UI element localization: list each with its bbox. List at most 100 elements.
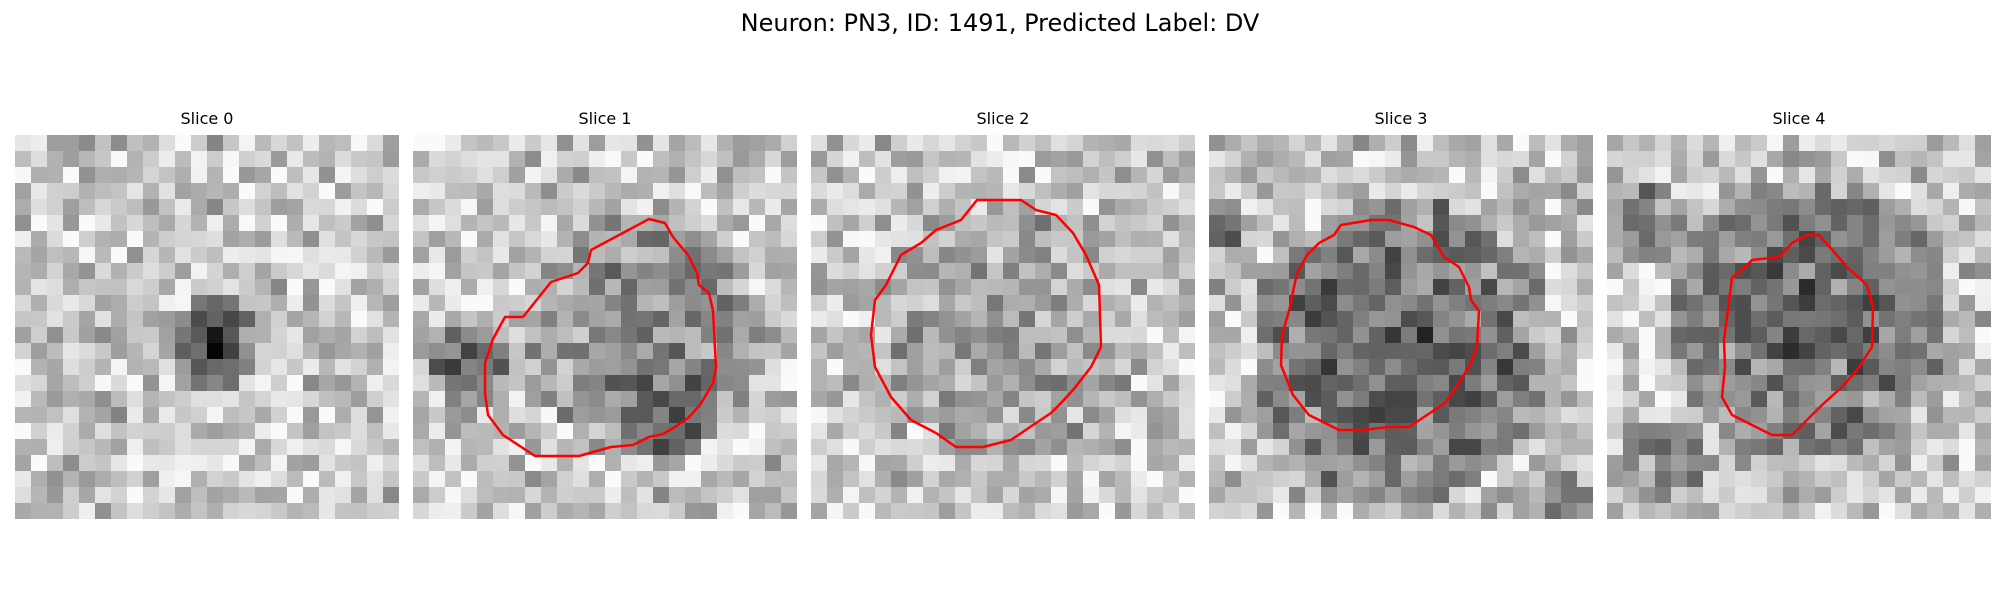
pixel bbox=[1623, 311, 1640, 328]
pixel bbox=[955, 199, 972, 216]
pixel bbox=[1209, 279, 1226, 296]
pixel bbox=[811, 407, 828, 424]
pixel bbox=[685, 359, 702, 376]
pixel bbox=[717, 439, 734, 456]
pixel bbox=[1003, 391, 1020, 408]
pixel bbox=[1241, 375, 1258, 392]
pixel bbox=[1209, 503, 1226, 519]
pixel bbox=[701, 215, 718, 232]
pixel bbox=[1863, 503, 1880, 519]
pixel bbox=[159, 263, 176, 280]
pixel bbox=[1257, 327, 1274, 344]
pixel bbox=[1433, 295, 1450, 312]
pixel bbox=[191, 407, 208, 424]
pixel bbox=[669, 407, 686, 424]
pixel bbox=[239, 439, 256, 456]
pixel bbox=[1035, 247, 1052, 264]
pixel bbox=[557, 199, 574, 216]
pixel bbox=[1735, 375, 1752, 392]
pixel bbox=[1799, 391, 1816, 408]
pixel bbox=[1115, 167, 1132, 184]
pixel bbox=[143, 439, 160, 456]
pixel bbox=[1815, 407, 1832, 424]
pixel bbox=[1321, 311, 1338, 328]
pixel bbox=[79, 455, 96, 472]
pixel bbox=[79, 135, 96, 152]
pixel bbox=[1927, 151, 1944, 168]
pixel bbox=[127, 247, 144, 264]
pixel bbox=[1513, 135, 1530, 152]
pixel bbox=[1179, 263, 1195, 280]
pixel bbox=[413, 327, 430, 344]
pixel bbox=[1783, 183, 1800, 200]
pixel bbox=[1863, 247, 1880, 264]
pixel bbox=[303, 247, 320, 264]
pixel bbox=[1131, 135, 1148, 152]
pixel bbox=[1561, 167, 1578, 184]
pixel bbox=[255, 327, 272, 344]
pixel bbox=[1481, 295, 1498, 312]
pixel bbox=[781, 231, 797, 248]
pixel bbox=[1417, 183, 1434, 200]
pixel bbox=[765, 327, 782, 344]
pixel bbox=[207, 391, 224, 408]
pixel bbox=[15, 455, 32, 472]
pixel bbox=[1607, 311, 1624, 328]
pixel bbox=[1067, 503, 1084, 519]
pixel bbox=[143, 247, 160, 264]
pixel bbox=[1083, 183, 1100, 200]
pixel bbox=[335, 215, 352, 232]
pixel bbox=[1879, 439, 1896, 456]
pixel bbox=[1131, 327, 1148, 344]
pixel bbox=[637, 263, 654, 280]
pixel bbox=[781, 151, 797, 168]
pixel bbox=[1305, 343, 1322, 360]
pixel bbox=[493, 471, 510, 488]
pixel bbox=[493, 375, 510, 392]
pixel bbox=[1719, 215, 1736, 232]
pixel bbox=[1975, 391, 1991, 408]
pixel bbox=[717, 199, 734, 216]
pixel bbox=[1879, 343, 1896, 360]
pixel bbox=[717, 295, 734, 312]
pixel bbox=[891, 439, 908, 456]
pixel bbox=[589, 375, 606, 392]
pixel bbox=[685, 391, 702, 408]
pixel bbox=[1179, 487, 1195, 504]
pixel bbox=[63, 343, 80, 360]
pixel bbox=[1847, 503, 1864, 519]
pixel bbox=[1975, 135, 1991, 152]
pixel bbox=[859, 455, 876, 472]
pixel bbox=[1115, 231, 1132, 248]
pixel bbox=[1735, 167, 1752, 184]
pixel bbox=[1655, 215, 1672, 232]
pixel bbox=[923, 375, 940, 392]
pixel bbox=[239, 455, 256, 472]
pixel bbox=[1815, 327, 1832, 344]
pixel bbox=[859, 151, 876, 168]
pixel bbox=[1163, 151, 1180, 168]
pixel bbox=[891, 343, 908, 360]
pixel bbox=[1783, 407, 1800, 424]
pixel bbox=[1099, 215, 1116, 232]
pixel bbox=[891, 231, 908, 248]
pixel bbox=[1607, 343, 1624, 360]
pixel bbox=[271, 231, 288, 248]
pixel bbox=[223, 471, 240, 488]
pixel bbox=[1577, 231, 1593, 248]
pixel bbox=[541, 423, 558, 440]
pixel bbox=[1353, 263, 1370, 280]
pixel bbox=[383, 359, 399, 376]
pixel bbox=[271, 471, 288, 488]
pixel bbox=[159, 199, 176, 216]
pixel bbox=[1831, 359, 1848, 376]
pixel bbox=[669, 503, 686, 519]
pixel bbox=[319, 151, 336, 168]
pixel bbox=[1799, 407, 1816, 424]
pixel bbox=[1895, 359, 1912, 376]
pixel bbox=[1289, 455, 1306, 472]
pixel bbox=[1639, 295, 1656, 312]
pixel bbox=[271, 359, 288, 376]
pixel bbox=[1767, 455, 1784, 472]
pixel bbox=[525, 375, 542, 392]
